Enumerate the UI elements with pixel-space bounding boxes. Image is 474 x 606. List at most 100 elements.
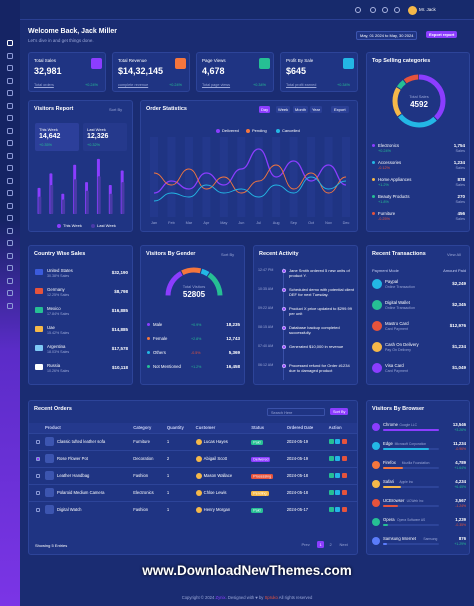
bar (38, 196, 42, 214)
item-dot (372, 178, 375, 181)
toolbar-icon[interactable] (394, 7, 400, 13)
stat-change: +0.24% (85, 83, 98, 87)
toolbar-icon[interactable] (355, 7, 361, 13)
stat-label: Profit By Sale (286, 58, 314, 63)
footer-brand[interactable]: Zynix (215, 595, 226, 600)
nav-icon[interactable] (7, 77, 13, 84)
series-line (153, 164, 347, 194)
nav-icon[interactable] (7, 40, 13, 46)
progress-bar (383, 429, 439, 431)
customer-name: Henry Morgan (203, 506, 231, 512)
flag (35, 364, 43, 370)
payment-name: Paypal (385, 279, 399, 284)
cell-text: 1 (166, 473, 170, 478)
payment-amount: $1,049 (452, 365, 466, 370)
payment-sub: Card Payment (385, 369, 408, 373)
nav-icon[interactable] (7, 290, 13, 296)
nav-icon[interactable] (7, 140, 13, 146)
nav-icon[interactable] (7, 252, 13, 259)
page-button[interactable]: Next (339, 542, 348, 547)
x-tick-label: Dec (342, 221, 350, 225)
cell-text: Fashion (133, 507, 149, 513)
card-title: Visitors By Browser (372, 406, 425, 412)
page-button[interactable]: 1 (317, 541, 325, 548)
nav-icon[interactable] (7, 102, 13, 109)
tab[interactable]: Day (259, 106, 271, 113)
item-dot (147, 337, 150, 340)
action-icon[interactable] (341, 438, 347, 444)
nav-icon[interactable] (7, 65, 13, 71)
action-icon[interactable] (335, 438, 341, 444)
payment-name: Visa Card (385, 363, 404, 368)
search-box[interactable]: Search Here (267, 408, 325, 416)
sort-button[interactable]: Sort By (109, 107, 123, 112)
date-range[interactable]: May, 01 2024 to May, 30 2024 (356, 31, 418, 40)
action-icon[interactable] (335, 506, 341, 512)
nav-icon[interactable] (7, 52, 13, 59)
country-value: $14,885 (111, 327, 128, 332)
card-title: Recent Activity (259, 251, 299, 257)
checkbox[interactable] (36, 473, 40, 478)
checkbox[interactable] (36, 456, 40, 461)
column-shade (254, 137, 263, 217)
nav-icon[interactable] (7, 177, 13, 184)
page-button[interactable]: 2 (329, 542, 332, 547)
nav-icon[interactable] (7, 265, 13, 271)
stat-label: Total Revenue (118, 58, 147, 63)
cell-text: 1 (166, 439, 170, 444)
status-badge: Delivered (251, 456, 271, 462)
action-icon[interactable] (341, 472, 347, 478)
payment-name: Cash On Delivery (385, 342, 419, 347)
cell: Fashion (131, 466, 165, 484)
action-icon[interactable] (328, 472, 334, 478)
checkbox[interactable] (36, 439, 40, 444)
progress-bar (383, 486, 401, 488)
progress-track (383, 467, 439, 469)
nav-icon[interactable] (7, 240, 13, 246)
nav-icon[interactable] (7, 277, 13, 284)
item-change: -0.25% (378, 217, 391, 221)
checkbox[interactable] (36, 490, 40, 495)
action-icon[interactable] (341, 506, 347, 512)
action-icon[interactable] (341, 489, 347, 495)
view-all[interactable]: View All (447, 252, 461, 257)
nav-icon[interactable] (7, 152, 13, 159)
nav-icon[interactable] (7, 127, 13, 134)
nav-icon[interactable] (7, 302, 13, 309)
gauge-segment (207, 272, 223, 296)
action-icon[interactable] (328, 489, 334, 495)
stat-label: Total Sales (34, 58, 57, 63)
action-icon[interactable] (335, 455, 341, 461)
action-icon[interactable] (335, 472, 341, 478)
user-name[interactable]: Mr. Jack (419, 7, 436, 12)
week-box: This Week 14,642 +0.35% (35, 123, 79, 151)
action-icon[interactable] (328, 506, 334, 512)
country-sub: 17.84% Sales (47, 312, 70, 316)
page-button[interactable]: Prev (301, 542, 310, 547)
nav-icon[interactable] (7, 215, 13, 221)
checkbox[interactable] (36, 507, 40, 512)
nav-icon[interactable] (7, 227, 13, 234)
nav-icon[interactable] (7, 115, 13, 121)
toolbar-icon[interactable] (370, 7, 376, 13)
browser-count: 3,567 (455, 498, 466, 503)
toolbar-icon[interactable] (382, 7, 388, 13)
nav-icon[interactable] (7, 165, 13, 171)
footer-author[interactable]: Spruko (264, 595, 278, 600)
action-icon[interactable] (341, 455, 347, 461)
export-button[interactable]: Export report (426, 31, 458, 38)
sort-button[interactable]: Sort By (330, 408, 349, 415)
cell: Polaroid Medium Camera (43, 483, 132, 501)
export-button[interactable]: Export (331, 106, 349, 113)
tab[interactable]: Week (276, 106, 291, 113)
nav-icon[interactable] (7, 190, 13, 196)
nav-icon[interactable] (7, 202, 13, 209)
action-icon[interactable] (328, 438, 334, 444)
nav-icon[interactable] (7, 90, 13, 96)
tab[interactable]: Year (310, 106, 323, 113)
action-icon[interactable] (328, 455, 334, 461)
legend-swatch (246, 129, 250, 133)
action-icon[interactable] (335, 489, 341, 495)
sort-button[interactable]: Sort By (221, 252, 235, 257)
tab[interactable]: Month (293, 106, 309, 113)
